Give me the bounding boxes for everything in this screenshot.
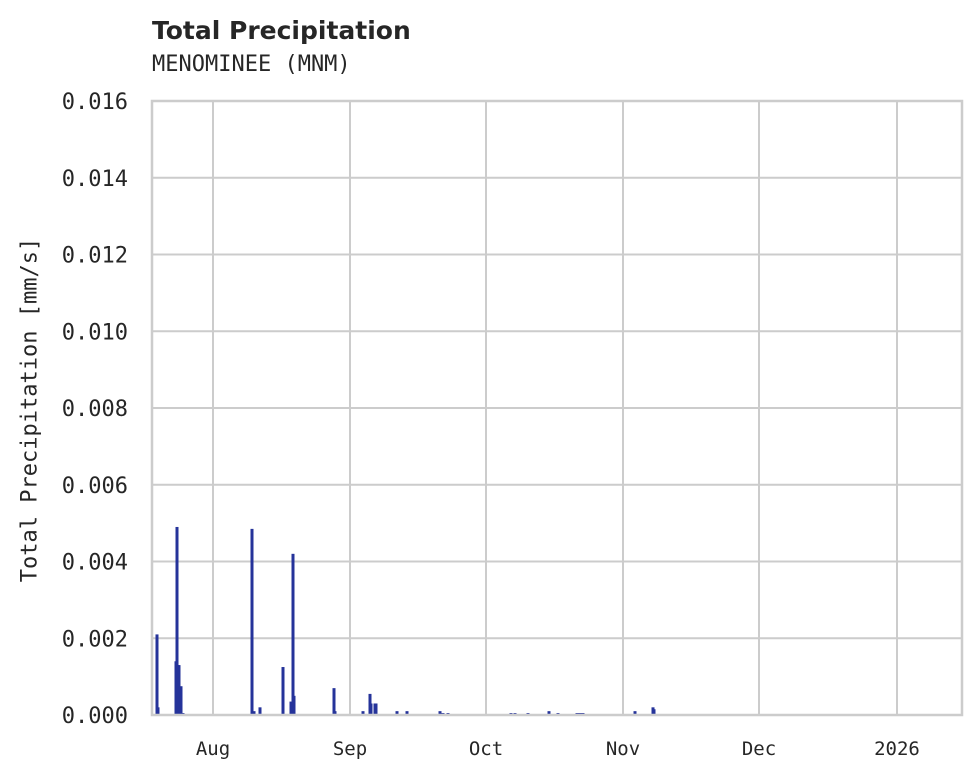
precipitation-bar: [179, 686, 183, 715]
precipitation-bar: [374, 703, 378, 715]
x-tick-label: Nov: [606, 738, 640, 760]
precipitation-bar: [156, 707, 160, 715]
precipitation-bar: [292, 695, 296, 715]
x-tick-label: Dec: [742, 738, 776, 760]
precipitation-bar: [289, 701, 293, 715]
precipitation-bar: [258, 707, 262, 715]
precipitation-bar: [177, 665, 181, 715]
plot-frame: [150, 99, 964, 717]
precipitation-bar: [395, 711, 399, 715]
x-tick-label: Oct: [469, 738, 503, 760]
x-tick-label: 2026: [874, 738, 920, 760]
chart-subtitle: MENOMINEE (MNM): [152, 52, 351, 77]
y-tick-label: 0.002: [62, 627, 128, 652]
precipitation-bar: [438, 711, 442, 715]
y-tick-label: 0.012: [62, 244, 128, 269]
precipitation-bar: [291, 553, 295, 715]
precipitation-bar: [155, 634, 159, 715]
y-tick-label: 0.004: [62, 551, 128, 576]
precipitation-bar: [652, 709, 656, 715]
precipitation-bar: [633, 711, 637, 715]
y-tick-label: 0.010: [62, 320, 128, 345]
precipitation-bar: [361, 711, 365, 715]
precipitation-bar: [252, 711, 256, 715]
precipitation-bar: [281, 667, 285, 715]
y-tick-label: 0.016: [62, 90, 128, 115]
precipitation-bar: [369, 703, 373, 715]
x-tick-label: Aug: [196, 738, 230, 760]
y-tick-label: 0.000: [62, 704, 128, 729]
precipitation-bar: [250, 528, 254, 715]
precipitation-bar: [405, 711, 409, 715]
chart-title: Total Precipitation: [152, 16, 411, 45]
precipitation-bar: [175, 526, 179, 715]
y-tick-label: 0.014: [62, 167, 128, 192]
y-tick-label: 0.008: [62, 397, 128, 422]
precipitation-bar: [332, 688, 336, 715]
y-tick-label: 0.006: [62, 474, 128, 499]
x-tick-label: Sep: [333, 738, 367, 760]
precipitation-bar: [547, 711, 551, 715]
precipitation-bar: [333, 711, 337, 715]
